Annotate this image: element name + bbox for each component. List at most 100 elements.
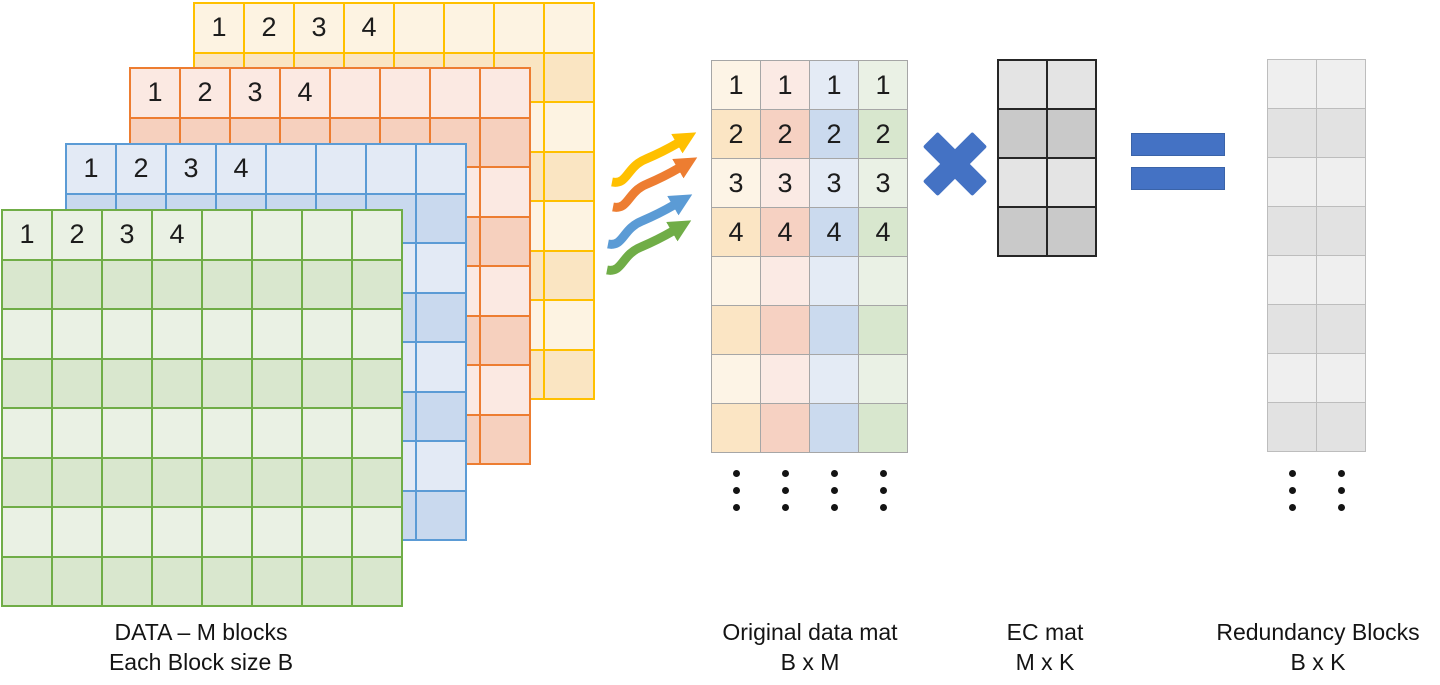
grid-cell [712, 404, 760, 452]
grid-cell [253, 211, 301, 259]
grid-cell [417, 293, 465, 341]
grid-cell [103, 458, 151, 506]
grid-cell [1317, 158, 1365, 206]
grid-cell [3, 508, 51, 556]
grid-cell [481, 316, 529, 364]
grid-cell [153, 260, 201, 308]
grid-cell [1268, 403, 1316, 451]
data-blocks-label: DATA – M blocks Each Block size B [21, 617, 381, 677]
grid-cell: 2 [810, 110, 858, 158]
grid-cell [545, 350, 593, 398]
equals-icon-bar [1131, 133, 1225, 156]
original-mat-label-line2: B x M [780, 649, 840, 675]
ec-mat-label-line2: M x K [1015, 649, 1075, 675]
grid-cell [153, 310, 201, 358]
grid-cell [331, 69, 379, 117]
grid-cell [999, 208, 1046, 255]
ellipsis-dot [732, 470, 740, 477]
grid-cell: 4 [712, 208, 760, 256]
ellipsis-dot [1337, 504, 1345, 511]
grid-cell [253, 260, 301, 308]
ec-mat-label-line1: EC mat [1006, 619, 1084, 645]
grid-cell [712, 355, 760, 403]
grid-cell [353, 508, 401, 556]
ellipsis-dots [781, 470, 789, 511]
grid-cell: 2 [181, 69, 229, 117]
ellipsis-dot [1288, 504, 1296, 511]
grid-cell [859, 306, 907, 354]
ellipsis-dot [732, 487, 740, 494]
grid-cell [545, 301, 593, 349]
grid-cell [859, 355, 907, 403]
ellipsis-dot [879, 470, 887, 477]
grid-cell: 2 [712, 110, 760, 158]
grid-cell [53, 409, 101, 457]
grid-cell: 4 [345, 4, 393, 52]
grid-cell [1317, 354, 1365, 402]
grid-cell: 1 [195, 4, 243, 52]
ec-matrix [997, 59, 1097, 257]
grid-cell: 1 [859, 61, 907, 109]
grid-cell: 1 [67, 145, 115, 193]
grid-cell [3, 458, 51, 506]
grid-cell: 1 [3, 211, 51, 259]
ellipsis-dot [781, 487, 789, 494]
grid-cell [395, 4, 443, 52]
grid-cell [545, 103, 593, 151]
grid-cell: 4 [217, 145, 265, 193]
multiply-icon [922, 131, 988, 197]
grid-cell [53, 458, 101, 506]
grid-cell [431, 69, 479, 117]
grid-cell [999, 110, 1046, 157]
ellipsis-dots [1288, 470, 1296, 511]
grid-cell [761, 257, 809, 305]
grid-cell [1048, 61, 1095, 108]
grid-cell [303, 211, 351, 259]
grid-cell [481, 366, 529, 414]
grid-cell [417, 194, 465, 242]
grid-cell [317, 145, 365, 193]
grid-cell [417, 244, 465, 292]
grid-cell [153, 359, 201, 407]
original-mat-label-line1: Original data mat [722, 619, 898, 645]
grid-cell [303, 557, 351, 605]
grid-cell [303, 310, 351, 358]
grid-cell: 3 [103, 211, 151, 259]
grid-cell [545, 202, 593, 250]
grid-cell [153, 508, 201, 556]
redundancy-label: Redundancy Blocks B x K [1186, 617, 1440, 677]
grid-cell: 4 [810, 208, 858, 256]
ellipsis-dot [1337, 470, 1345, 477]
grid-cell [303, 508, 351, 556]
grid-cell [303, 260, 351, 308]
grid-cell [712, 257, 760, 305]
grid-cell: 3 [810, 159, 858, 207]
original-mat-label: Original data mat B x M [710, 617, 910, 677]
grid-cell [203, 508, 251, 556]
grid-cell [810, 355, 858, 403]
ellipsis-dot [732, 504, 740, 511]
grid-cell [253, 508, 301, 556]
grid-cell [303, 359, 351, 407]
grid-cell [153, 557, 201, 605]
grid-cell [103, 557, 151, 605]
grid-cell [445, 4, 493, 52]
grid-cell: 1 [712, 61, 760, 109]
grid-cell [3, 260, 51, 308]
grid-cell [545, 251, 593, 299]
grid-cell: 3 [167, 145, 215, 193]
grid-cell [53, 508, 101, 556]
grid-cell [1268, 256, 1316, 304]
grid-cell [153, 458, 201, 506]
grid-cell [1317, 109, 1365, 157]
grid-cell: 1 [131, 69, 179, 117]
grid-cell [3, 359, 51, 407]
grid-cell [353, 260, 401, 308]
grid-cell [761, 404, 809, 452]
grid-cell [53, 260, 101, 308]
grid-cell: 3 [859, 159, 907, 207]
grid-cell: 4 [859, 208, 907, 256]
